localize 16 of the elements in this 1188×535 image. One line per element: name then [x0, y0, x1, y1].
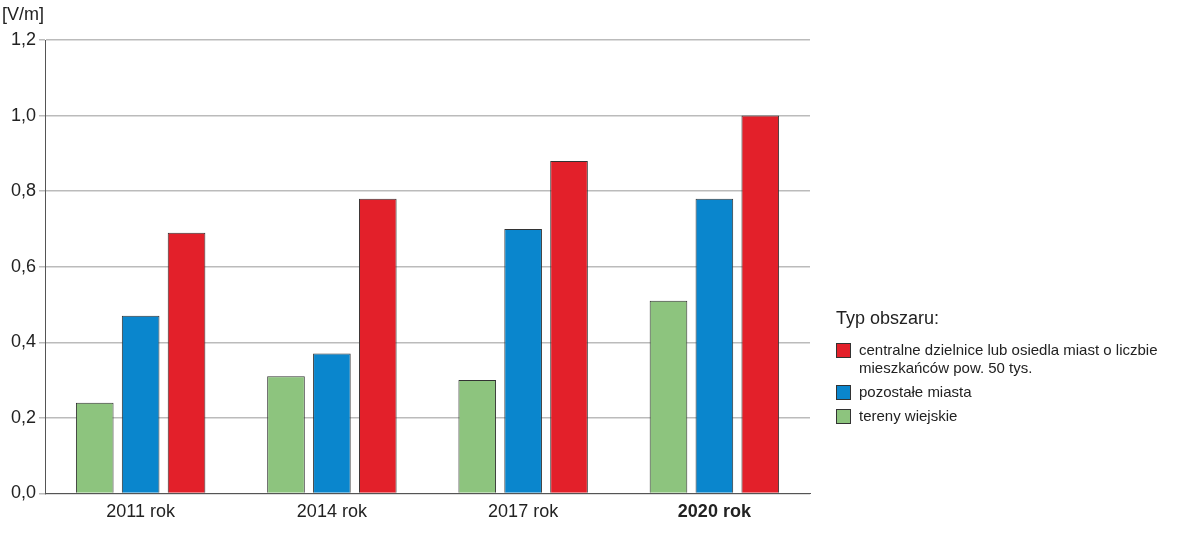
y-tick-label: 0,4 [10, 331, 37, 352]
y-tick-label: 1,0 [10, 104, 37, 125]
x-tick-label: 2017 rok [488, 501, 560, 522]
y-tick-label: 1,2 [10, 28, 37, 49]
legend-label: centralne dzielnice lub osiedla miast o liczbie mieszkańców pow. 50 tys. [859, 341, 1159, 377]
y-tick-label: 0,6 [10, 255, 37, 276]
legend-label: pozostałe miasta [859, 383, 972, 401]
y-tick-label: 0,0 [10, 482, 37, 503]
x-tick-label: 2020 rok [677, 501, 752, 522]
y-axis-title: [V/m] [2, 3, 45, 24]
y-tick-label: 0,8 [10, 180, 37, 201]
legend-label: tereny wiejskie [859, 407, 958, 425]
x-tick-label: 2014 rok [296, 501, 368, 522]
y-tick-label: 0,2 [10, 406, 37, 427]
x-tick-label: 2011 rok [106, 501, 176, 522]
legend-title: Typ obszaru: [836, 308, 941, 329]
